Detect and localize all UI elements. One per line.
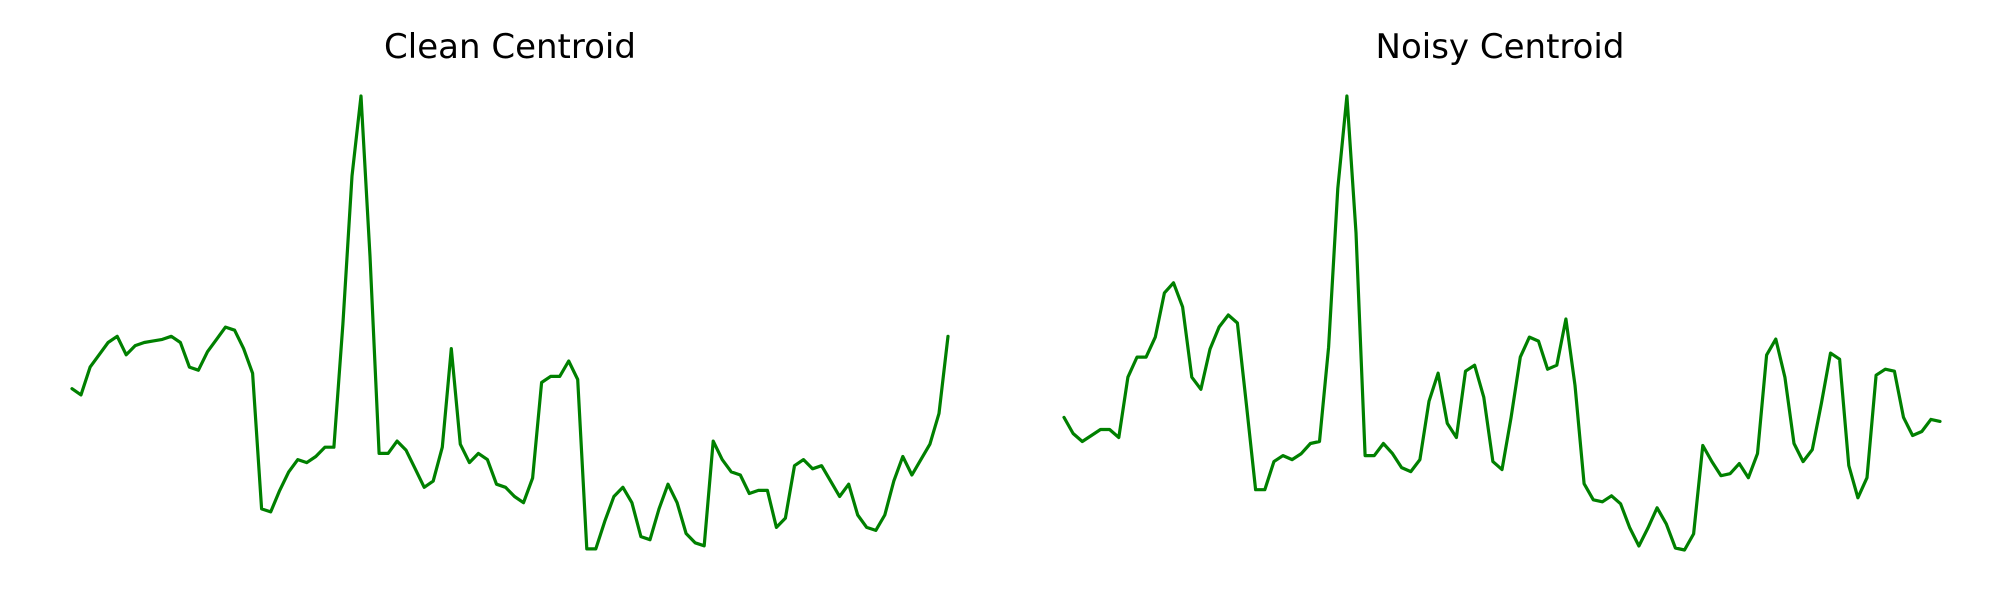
right-chart-panel: Noisy Centroid: [1062, 27, 1942, 552]
chart-title-right: Noisy Centroid: [1376, 27, 1625, 67]
plot-area-right: [1062, 94, 1942, 552]
left-chart-panel: Clean Centroid: [70, 27, 950, 551]
chart-title-left: Clean Centroid: [384, 27, 636, 67]
plot-area-left: [70, 94, 950, 551]
series-line-1-0: [1062, 94, 1942, 552]
series-line-0-0: [70, 94, 950, 551]
